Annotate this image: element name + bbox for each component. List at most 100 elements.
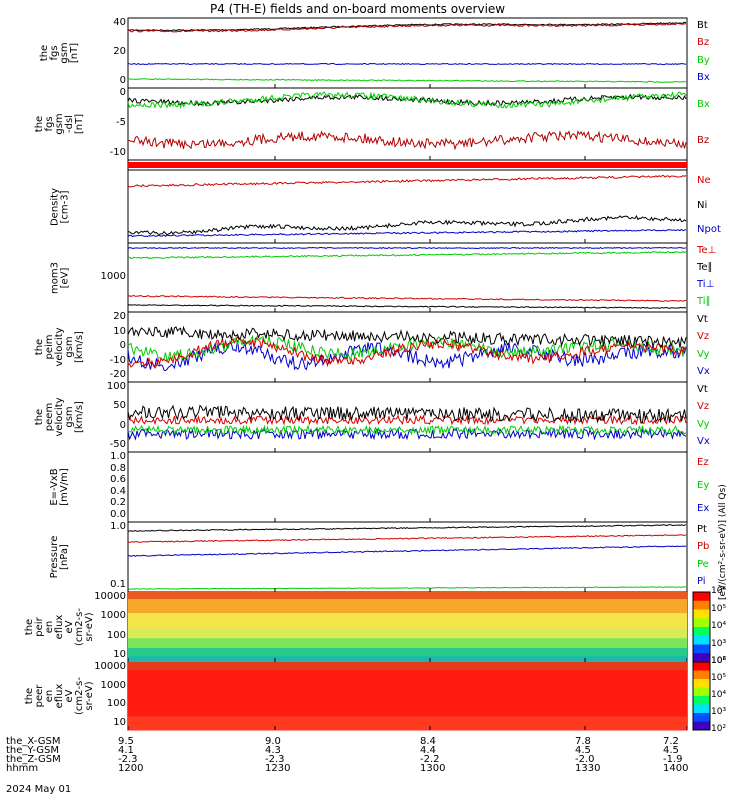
legend-fgs_dsl-1: Bz [697,135,710,146]
footer-value: 8.4 [420,736,436,747]
legend-pressure-3: Pi [697,576,706,588]
ytick-efield: 0.8 [110,462,126,474]
legend-efield-0: Ez [697,456,709,468]
footer-value: 7.8 [575,736,591,747]
ytick-peer_spec: 100 [106,698,126,710]
legend-fgs_gsm-1: Bz [697,37,710,49]
series-Pt [127,524,687,532]
ytick-ion_vel: 0 [119,340,126,351]
ytick-efield: 0.6 [110,474,126,486]
ytick-fgs_gsm: 20 [113,46,126,57]
legend-ele_vel-2: Vy [697,418,710,430]
ytick-ele_vel: 0 [119,419,126,431]
flag-bar [128,162,687,168]
ytick-peer_spec: 10 [113,717,126,728]
legend-temp-1: Te∥ [697,261,713,273]
ytick-ion_vel: -10 [109,354,126,366]
ytick-ele_vel: 50 [113,400,126,412]
colorbar-tick: 10⁴ [711,621,727,631]
legend-ele_vel-1: Vz [697,401,710,413]
panel-frame-fgs_gsm [127,17,688,89]
ylabel-peer_spec: the peer en eflux eV (cm2-s-sr-eV) [24,677,95,715]
colorbar-tick: 10⁶ [711,656,727,666]
ytick-pressure: 1.0 [110,521,126,532]
series-ion-Vt [127,325,687,349]
ylabel-pressure: Pressure [nPa] [49,535,70,579]
footer-value: -2.0 [575,754,595,765]
legend-pressure-2: Pe [697,558,709,570]
colorbar-tick: 10⁵ [711,673,727,683]
series-Te-par [127,304,687,309]
footer-value: 4.5 [575,745,591,756]
ytick-peir_spec: 10 [113,649,126,660]
ytick-peir_spec: 1000 [100,610,126,622]
footer-value: 7.2 [663,736,679,747]
ylabel-ion_vel: the peim velocity gsm [km/s] [34,327,85,367]
legend-pressure-0: Pt [697,523,707,535]
colorbar-tick: 10² [711,656,727,666]
colorbar-tick: 10³ [711,707,727,717]
footer-value: 1400 [663,763,689,774]
footer-date: 2024 May 01 [6,784,72,795]
ytick-ion_vel: -20 [109,369,126,380]
series-Pb [127,534,687,543]
footer-label: the_Z-GSM [6,754,61,765]
footer-label: the_X-GSM [6,736,61,747]
footer-value: -2.3 [118,754,138,765]
series-Bz [127,22,687,33]
colorbar-tick: 10² [711,724,727,734]
series-ele-Vy [127,424,687,436]
ytick-peer_spec: 1000 [100,679,126,691]
series-Bx [127,78,687,83]
series-By [127,62,687,66]
ytick-temp: 1000 [100,270,126,282]
plot-title: P4 (TH-E) fields and on-board moments ov… [210,2,506,16]
ylabel-efield: E=-VxB [mV/m] [49,468,70,506]
legend-temp-3: Ti∥ [697,296,711,308]
legend-fgs_gsm-0: Bt [697,19,708,31]
series-Ti-perp [127,246,687,250]
ytick-peir_spec: 100 [106,629,126,641]
series-ele-Vx [127,427,687,441]
ytick-peer_spec: 10000 [94,661,126,672]
series-Npot [127,228,687,238]
series-ion-Vz [127,335,686,370]
colorbar-tick: 10³ [711,638,727,649]
colorbar-tick: 10⁵ [711,603,727,614]
series-Ne [127,174,687,188]
legend-ion_vel-2: Vy [697,348,710,360]
footer-value: 4.4 [420,745,436,756]
series-Te-perp [127,294,687,302]
ytick-efield: 1.0 [110,451,126,462]
legend-fgs_dsl-0: Bx [697,99,710,110]
footer-value: -2.3 [265,754,285,765]
legend-ele_vel-3: Vx [697,436,710,448]
ytick-efield: 0.4 [110,485,126,497]
footer-value: -2.2 [420,754,440,765]
legend-density-0: Ne [697,175,711,187]
series-Ni [127,214,687,236]
ylabel-temp: mom3 [eV] [49,261,70,294]
ylabel-fgs_gsm: the fgs gsm [nT] [39,42,80,64]
footer-value: 1200 [118,763,144,774]
footer-value: 4.5 [663,745,679,756]
legend-ion_vel-1: Vz [697,331,710,343]
footer-label: hhmm [6,763,39,774]
footer-value: 1300 [420,763,446,774]
colorbar-bottom [693,662,710,731]
footer-label: the_Y-GSM [6,745,60,756]
ytick-fgs_dsl: -10 [109,147,126,158]
legend-ion_vel-0: Vt [697,313,708,325]
footer-value: 4.3 [265,745,281,756]
panel-frame-pressure [127,521,688,593]
colorbar-bottom-frame [692,661,711,731]
legend-pressure-1: Pb [697,541,710,553]
footer-value: 4.1 [118,745,134,756]
ytick-efield: 0.0 [110,509,126,520]
ytick-ele_vel: -50 [109,439,126,450]
footer-value: 9.5 [118,736,134,747]
ytick-efield: 0.2 [110,497,126,509]
ylabel-density: Density [cm-3] [49,187,70,226]
ytick-pressure: 0.1 [110,579,126,590]
series-Pe [127,586,687,590]
